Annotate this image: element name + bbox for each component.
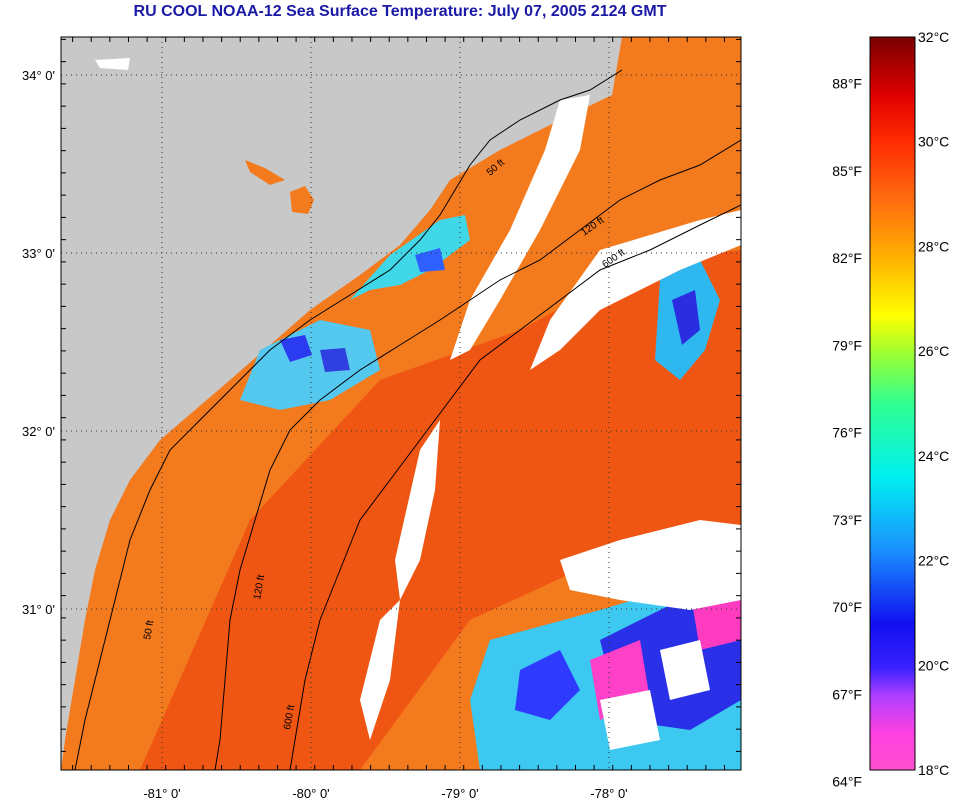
colorbar-celsius-label: 20°C [918, 657, 949, 673]
cool-water [350, 215, 470, 300]
cloud-patch [600, 690, 660, 750]
latitude-label: 33° 0' [22, 246, 55, 261]
colorbar [869, 36, 916, 771]
longitude-label: -80° 0' [292, 786, 329, 801]
latitude-label: 31° 0' [22, 602, 55, 617]
colorbar-fahrenheit-label: 85°F [832, 163, 862, 179]
island-blob [290, 186, 314, 214]
colorbar-celsius-label: 30°C [918, 134, 949, 150]
coastline-land [61, 37, 622, 770]
island-blob [245, 160, 285, 185]
contour-label: 50 ft [142, 619, 156, 640]
colorbar-fahrenheit-label: 70°F [832, 599, 862, 615]
longitude-label: -78° 0' [590, 786, 627, 801]
colorbar-celsius-label: 32°C [918, 29, 949, 45]
map-title: RU COOL NOAA-12 Sea Surface Temperature:… [133, 3, 667, 20]
cloud-streak [450, 95, 590, 360]
colorbar-fahrenheit-label: 73°F [832, 512, 862, 528]
colorbar-celsius-label: 26°C [918, 343, 949, 359]
cloud-patch [95, 58, 130, 70]
cold-spot [320, 348, 350, 372]
colorbar-celsius-label: 28°C [918, 238, 949, 254]
colorbar-fahrenheit-label: 76°F [832, 425, 862, 441]
colorbar-fahrenheit-label: 79°F [832, 337, 862, 353]
cloud-patch [660, 640, 710, 700]
contour-600ft [289, 204, 741, 770]
colorbar-fahrenheit-label: 64°F [832, 774, 862, 790]
contour-120ft [214, 139, 741, 770]
warm-band [140, 250, 741, 770]
map-frame [60, 36, 742, 771]
cold-spot [672, 290, 700, 345]
cloud-streak [395, 420, 440, 600]
colorbar-fahrenheit-label: 67°F [832, 686, 862, 702]
colorbar-celsius-label: 22°C [918, 553, 949, 569]
cloud-streak [360, 600, 400, 740]
graticule: 34° 0' 33° 0' 32° 0' 31° 0' -81° 0' -80° 0' -7… [22, 37, 741, 801]
latitude-label: 34° 0' [22, 68, 55, 83]
cloud-streak [530, 210, 741, 370]
colorbar-celsius-label: 24°C [918, 448, 949, 464]
cold-spot [280, 335, 312, 362]
cold-spot [415, 248, 445, 272]
colorbar-fahrenheit-label: 88°F [832, 76, 862, 92]
longitude-label: -81° 0' [143, 786, 180, 801]
contour-50ft [74, 69, 623, 770]
contour-label: 120 ft [252, 574, 267, 601]
colorbar-fahrenheit-label: 82°F [832, 250, 862, 266]
cloud-patch [560, 520, 741, 610]
longitude-label: -79° 0' [441, 786, 478, 801]
cool-water [240, 320, 380, 410]
colorbar-labels: 32°C 30°C 28°C 26°C 24°C 22°C 20°C 18°C 88°F 85°F… [832, 29, 949, 790]
colorbar-celsius-label: 18°C [918, 762, 949, 778]
latitude-label: 32° 0' [22, 424, 55, 439]
cold-spot [515, 650, 580, 720]
contour-label: 600 ft [282, 704, 297, 731]
